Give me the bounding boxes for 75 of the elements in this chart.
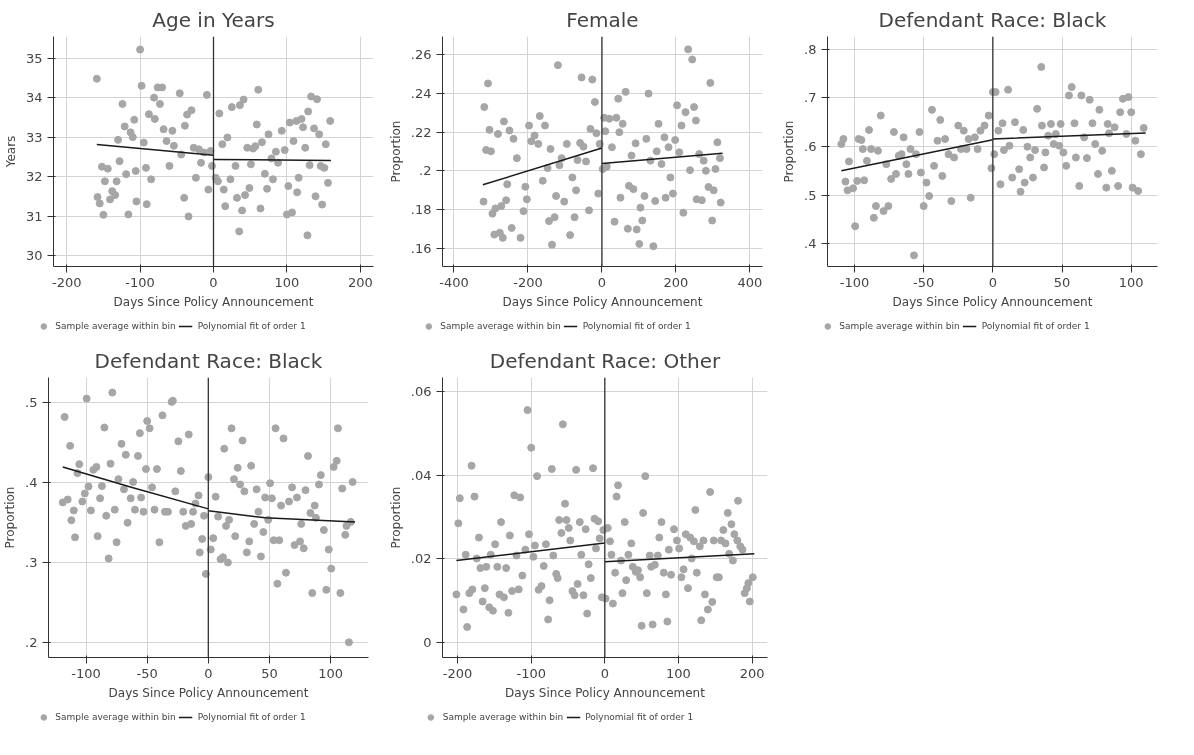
- y-tick-label: .24: [410, 85, 432, 101]
- y-tick-label: .02: [410, 551, 432, 567]
- legend-label: Sample average within bin: [442, 712, 564, 722]
- x-tick-label: -50: [136, 665, 158, 681]
- x-tick-label: 0: [204, 665, 213, 681]
- x-tick-label: 0: [597, 274, 607, 290]
- x-tick-label: -200: [51, 274, 82, 290]
- x-tick-label: 200: [663, 274, 689, 290]
- x-tick-label: 0: [600, 665, 609, 681]
- y-tick-label: .5: [25, 394, 38, 410]
- chart-title: Defendant Race: Black: [878, 7, 1107, 32]
- legend-label: Polynomial fit of order 1: [981, 321, 1090, 331]
- legend-label: Polynomial fit of order 1: [585, 712, 694, 722]
- y-tick-label: .2: [419, 163, 432, 179]
- x-axis-title: Days Since Policy Announcement: [505, 685, 706, 700]
- y-tick-label: .2: [25, 634, 38, 650]
- x-tick-label: 100: [666, 665, 691, 681]
- x-tick-label: -200: [513, 274, 543, 290]
- x-tick-label: -400: [439, 274, 469, 290]
- y-axis-title: Proportion: [388, 486, 403, 549]
- x-tick-label: 100: [1118, 274, 1144, 290]
- legend-label: Polynomial fit of order 1: [197, 321, 306, 331]
- y-tick-label: 30: [25, 247, 43, 263]
- y-axis-title: Proportion: [3, 486, 18, 549]
- y-tick-label: .5: [804, 187, 817, 203]
- x-axis-title: Days Since Policy Announcement: [113, 294, 314, 309]
- chart-title: Defendant Race: Other: [489, 348, 721, 373]
- y-axis-title: Proportion: [782, 120, 797, 183]
- chart-title: Defendant Race: Black: [94, 348, 323, 373]
- y-tick-label: 32: [25, 169, 43, 185]
- y-tick-label: .06: [410, 384, 432, 400]
- chart-title: Age in Years: [152, 7, 275, 32]
- legend-label: Sample average within bin: [839, 321, 960, 331]
- y-tick-label: .6: [804, 138, 817, 154]
- y-tick-label: .8: [804, 41, 817, 57]
- y-tick-label: 35: [25, 50, 43, 66]
- x-axis-title: Days Since Policy Announcement: [502, 294, 703, 309]
- y-tick-label: .04: [410, 467, 432, 483]
- y-tick-label: 31: [25, 208, 43, 224]
- legend-label: Polynomial fit of order 1: [197, 712, 306, 722]
- y-tick-label: 34: [25, 90, 43, 106]
- x-axis-title: Days Since Policy Announcement: [892, 294, 1093, 309]
- x-tick-label: 0: [209, 274, 218, 290]
- x-tick-label: -100: [516, 665, 546, 681]
- chart-title: Female: [566, 7, 639, 32]
- x-tick-label: -50: [913, 274, 935, 290]
- x-tick-label: 100: [274, 274, 300, 290]
- x-tick-label: 0: [988, 274, 997, 290]
- x-tick-label: 50: [1053, 274, 1071, 290]
- y-axis-title: Proportion: [388, 120, 403, 183]
- y-tick-label: .16: [410, 241, 432, 257]
- y-tick-label: .4: [25, 474, 38, 490]
- legend-label: Sample average within bin: [55, 321, 176, 331]
- x-axis-title: Days Since Policy Announcement: [108, 685, 309, 700]
- x-tick-label: 200: [739, 665, 765, 681]
- y-tick-label: 33: [25, 129, 43, 145]
- y-axis-title: Years: [3, 135, 18, 169]
- x-tick-label: 400: [737, 274, 763, 290]
- y-tick-label: .7: [804, 90, 817, 106]
- x-tick-label: -100: [71, 665, 101, 681]
- x-tick-label: 100: [318, 665, 344, 681]
- y-tick-label: .26: [410, 46, 432, 62]
- y-tick-label: .3: [25, 554, 38, 570]
- x-tick-label: 50: [261, 665, 278, 681]
- x-tick-label: 200: [347, 274, 373, 290]
- x-tick-label: -100: [839, 274, 870, 290]
- legend-label: Polynomial fit of order 1: [582, 321, 691, 331]
- legend-label: Sample average within bin: [440, 321, 561, 331]
- y-tick-label: .22: [410, 124, 432, 140]
- x-tick-label: -100: [125, 274, 155, 290]
- x-tick-label: -200: [442, 665, 473, 681]
- y-tick-label: .18: [410, 202, 432, 218]
- y-tick-label: 0: [423, 634, 432, 650]
- y-tick-label: .4: [804, 236, 817, 252]
- legend-label: Sample average within bin: [55, 712, 176, 722]
